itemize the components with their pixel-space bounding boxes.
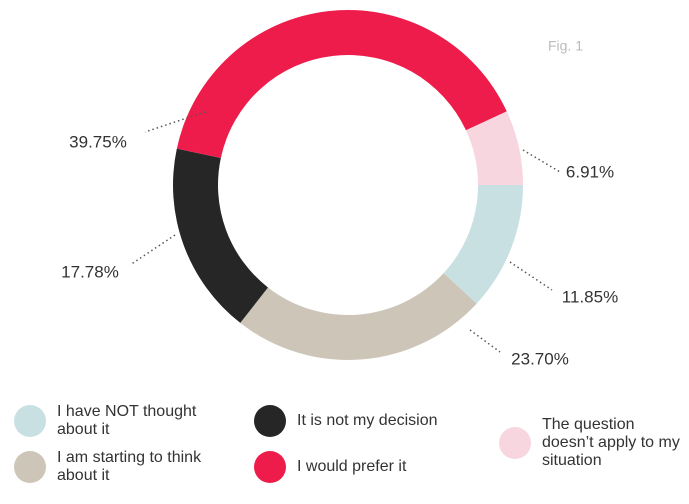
value-label: 17.78% xyxy=(61,262,119,281)
legend-swatch xyxy=(14,451,46,483)
legend-label: I would prefer it xyxy=(297,458,407,475)
legend-label: I have NOT thought about it xyxy=(57,403,197,438)
legend-swatch xyxy=(14,405,46,437)
legend-swatch xyxy=(499,427,531,459)
legend-label: It is not my decision xyxy=(297,412,438,429)
value-label: 11.85% xyxy=(562,287,618,306)
value-label: 39.75% xyxy=(69,132,127,151)
figure-note: Fig. 1 xyxy=(548,38,583,54)
value-label: 23.70% xyxy=(511,349,569,368)
donut-segment xyxy=(173,148,268,323)
legend-swatch xyxy=(254,405,286,437)
legend-swatch xyxy=(254,451,286,483)
donut-segment xyxy=(240,273,477,361)
leader-line xyxy=(509,261,553,291)
leader-line xyxy=(522,149,561,173)
leader-line xyxy=(144,111,206,133)
leader-line xyxy=(469,329,501,353)
legend-label: I am starting to think about it xyxy=(57,449,202,484)
donut-segment xyxy=(176,10,507,158)
leader-line xyxy=(129,234,176,266)
donut-segment xyxy=(443,185,524,304)
value-label: 6.91% xyxy=(566,162,614,181)
donut-segment xyxy=(465,111,524,185)
legend-label: The question doesn’t apply to my situati… xyxy=(542,416,680,469)
